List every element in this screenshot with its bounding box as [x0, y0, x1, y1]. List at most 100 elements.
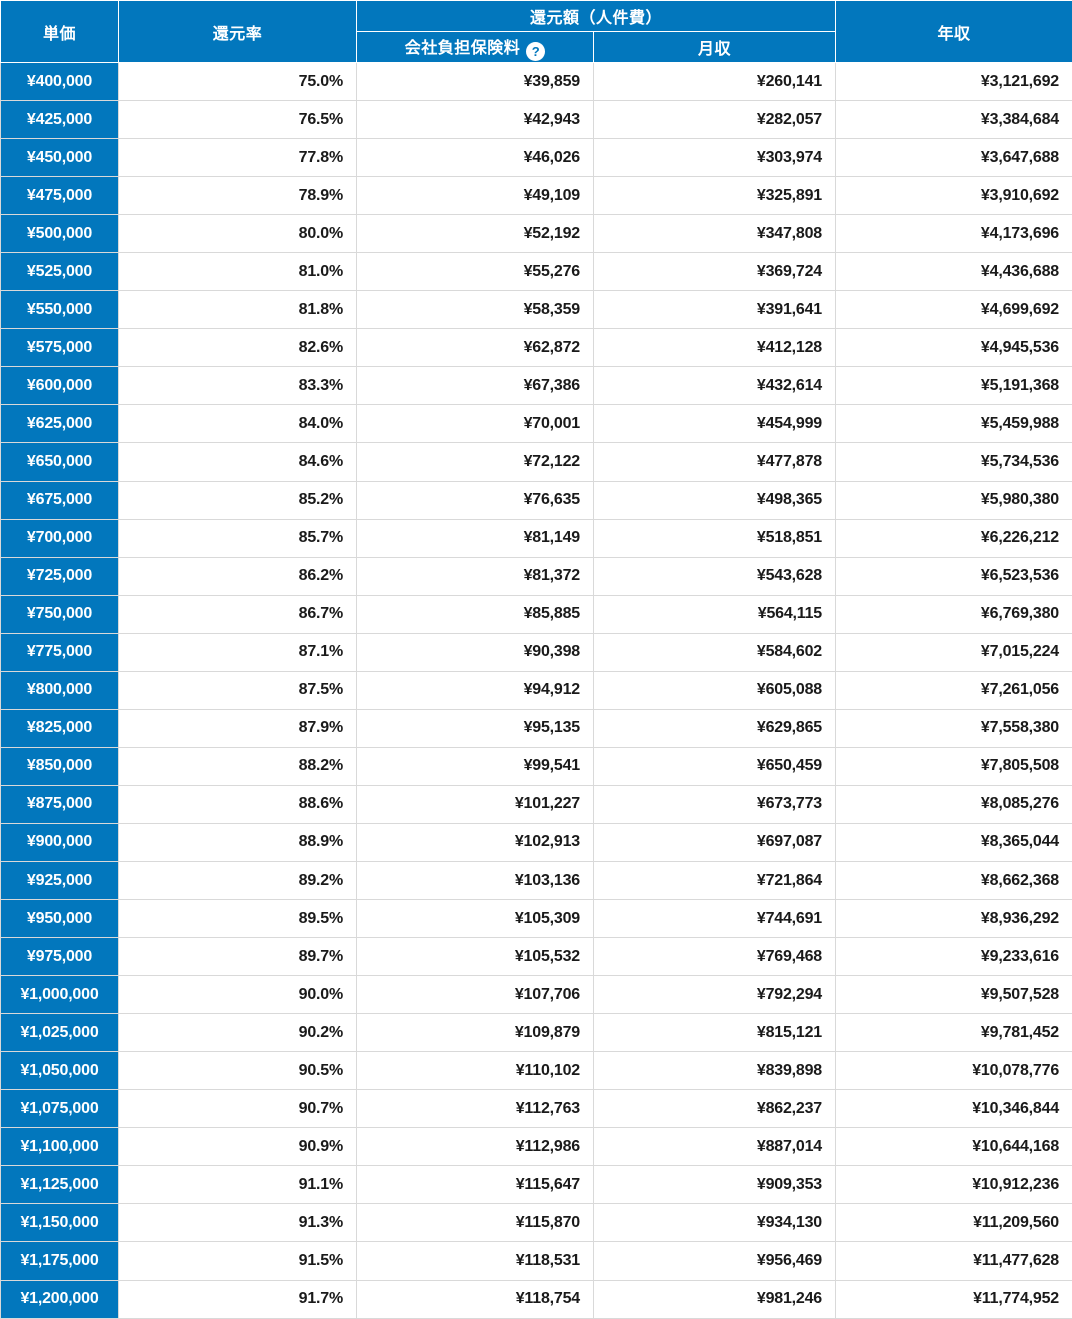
- return-rate-cell: 81.8%: [118, 290, 357, 330]
- return-rate-cell: 76.5%: [118, 100, 357, 140]
- unit-price-cell: ¥875,000: [0, 784, 119, 824]
- insurance-cell: ¥112,986: [356, 1127, 594, 1167]
- monthly-income-cell: ¥887,014: [592, 1127, 837, 1167]
- annual-income-cell: ¥8,662,368: [835, 860, 1072, 901]
- annual-income-cell: ¥3,910,692: [835, 176, 1072, 216]
- insurance-cell: ¥95,135: [356, 708, 594, 748]
- return-rate-cell: 75.0%: [118, 61, 357, 102]
- return-rate-cell: 77.8%: [118, 138, 357, 178]
- table-row: ¥525,000 81.0% ¥55,276 ¥369,724 ¥4,436,688: [0, 252, 1072, 292]
- insurance-cell: ¥94,912: [356, 670, 594, 710]
- annual-income-cell: ¥10,912,236: [835, 1165, 1072, 1205]
- header-annual-income: 年収: [835, 0, 1072, 63]
- return-rate-cell: 87.9%: [118, 708, 357, 748]
- unit-price-cell: ¥1,125,000: [0, 1165, 119, 1205]
- annual-income-cell: ¥4,699,692: [835, 290, 1072, 330]
- insurance-cell: ¥62,872: [356, 328, 594, 368]
- return-rate-cell: 89.7%: [118, 937, 357, 977]
- unit-price-cell: ¥850,000: [0, 746, 119, 786]
- table-row: ¥1,075,000 90.7% ¥112,763 ¥862,237 ¥10,346,8…: [0, 1089, 1072, 1129]
- insurance-cell: ¥49,109: [356, 176, 594, 216]
- return-rate-cell: 86.7%: [118, 594, 357, 634]
- table-row: ¥725,000 86.2% ¥81,372 ¥543,628 ¥6,523,536: [0, 556, 1072, 596]
- table-row: ¥775,000 87.1% ¥90,398 ¥584,602 ¥7,015,224: [0, 632, 1072, 672]
- unit-price-cell: ¥950,000: [0, 899, 119, 939]
- insurance-cell: ¥55,276: [356, 252, 594, 292]
- annual-income-cell: ¥5,980,380: [835, 480, 1072, 520]
- unit-price-cell: ¥1,100,000: [0, 1127, 119, 1167]
- insurance-cell: ¥76,635: [356, 480, 594, 520]
- return-rate-cell: 90.7%: [118, 1089, 357, 1129]
- header-company-insurance-label: 会社負担保険料: [404, 39, 521, 57]
- insurance-cell: ¥115,647: [356, 1165, 594, 1205]
- table-row: ¥575,000 82.6% ¥62,872 ¥412,128 ¥4,945,536: [0, 328, 1072, 368]
- unit-price-cell: ¥550,000: [0, 290, 119, 330]
- table-row: ¥475,000 78.9% ¥49,109 ¥325,891 ¥3,910,692: [0, 176, 1072, 216]
- insurance-cell: ¥112,763: [356, 1089, 594, 1129]
- unit-price-cell: ¥675,000: [0, 480, 119, 520]
- table-row: ¥1,150,000 91.3% ¥115,870 ¥934,130 ¥11,209,5…: [0, 1203, 1072, 1243]
- return-rate-cell: 80.0%: [118, 214, 357, 254]
- return-rate-cell: 87.5%: [118, 670, 357, 710]
- annual-income-cell: ¥3,121,692: [835, 61, 1072, 102]
- return-rate-cell: 91.1%: [118, 1165, 357, 1205]
- unit-price-cell: ¥1,000,000: [0, 975, 119, 1015]
- monthly-income-cell: ¥325,891: [592, 176, 837, 216]
- return-rate-cell: 84.6%: [118, 442, 357, 482]
- header-return-amount-group: 還元額（人件費）: [355, 0, 837, 32]
- monthly-income-cell: ¥629,865: [592, 708, 837, 748]
- annual-income-cell: ¥11,774,952: [835, 1279, 1072, 1319]
- header-return-rate: 還元率: [118, 0, 357, 63]
- table-row: ¥1,025,000 90.2% ¥109,879 ¥815,121 ¥9,781,45…: [0, 1013, 1072, 1053]
- table-row: ¥1,200,000 91.7% ¥118,754 ¥981,246 ¥11,774,9…: [0, 1279, 1072, 1319]
- insurance-cell: ¥67,386: [356, 366, 594, 406]
- unit-price-cell: ¥1,175,000: [0, 1241, 119, 1281]
- table-row: ¥975,000 89.7% ¥105,532 ¥769,468 ¥9,233,616: [0, 937, 1072, 977]
- monthly-income-cell: ¥769,468: [592, 937, 837, 977]
- table-row: ¥850,000 88.2% ¥99,541 ¥650,459 ¥7,805,508: [0, 746, 1072, 786]
- insurance-cell: ¥42,943: [356, 100, 594, 140]
- insurance-cell: ¥109,879: [356, 1013, 594, 1053]
- return-rate-cell: 78.9%: [118, 176, 357, 216]
- monthly-income-cell: ¥432,614: [592, 366, 837, 406]
- annual-income-cell: ¥10,346,844: [835, 1089, 1072, 1129]
- monthly-income-cell: ¥347,808: [592, 214, 837, 254]
- insurance-cell: ¥101,227: [356, 784, 594, 824]
- help-icon[interactable]: ?: [526, 41, 546, 61]
- table-row: ¥400,000 75.0% ¥39,859 ¥260,141 ¥3,121,692: [0, 61, 1072, 102]
- insurance-cell: ¥105,309: [356, 899, 594, 939]
- return-rate-cell: 88.9%: [118, 822, 357, 862]
- unit-price-cell: ¥1,050,000: [0, 1051, 119, 1091]
- annual-income-cell: ¥6,769,380: [835, 594, 1072, 634]
- table-row: ¥950,000 89.5% ¥105,309 ¥744,691 ¥8,936,292: [0, 899, 1072, 939]
- unit-price-cell: ¥425,000: [0, 100, 119, 140]
- unit-price-cell: ¥925,000: [0, 860, 119, 901]
- monthly-income-cell: ¥303,974: [592, 138, 837, 178]
- return-rate-cell: 91.7%: [118, 1279, 357, 1319]
- header-unit-price: 単価: [0, 0, 119, 63]
- annual-income-cell: ¥5,734,536: [835, 442, 1072, 482]
- table-row: ¥425,000 76.5% ¥42,943 ¥282,057 ¥3,384,684: [0, 100, 1072, 140]
- table-row: ¥650,000 84.6% ¥72,122 ¥477,878 ¥5,734,536: [0, 442, 1072, 482]
- monthly-income-cell: ¥934,130: [592, 1203, 837, 1243]
- monthly-income-cell: ¥981,246: [592, 1279, 837, 1319]
- unit-price-cell: ¥575,000: [0, 328, 119, 368]
- insurance-cell: ¥58,359: [356, 290, 594, 330]
- annual-income-cell: ¥5,191,368: [835, 366, 1072, 406]
- return-rate-cell: 90.0%: [118, 975, 357, 1015]
- insurance-cell: ¥110,102: [356, 1051, 594, 1091]
- unit-price-cell: ¥625,000: [0, 404, 119, 444]
- table-body: ¥400,000 75.0% ¥39,859 ¥260,141 ¥3,121,692 ¥4…: [0, 61, 1072, 1319]
- annual-income-cell: ¥9,507,528: [835, 975, 1072, 1015]
- annual-income-cell: ¥5,459,988: [835, 404, 1072, 444]
- monthly-income-cell: ¥260,141: [592, 61, 837, 102]
- annual-income-cell: ¥4,436,688: [835, 252, 1072, 292]
- insurance-cell: ¥118,754: [356, 1279, 594, 1319]
- insurance-cell: ¥72,122: [356, 442, 594, 482]
- insurance-cell: ¥70,001: [356, 404, 594, 444]
- monthly-income-cell: ¥412,128: [592, 328, 837, 368]
- unit-price-cell: ¥1,150,000: [0, 1203, 119, 1243]
- table-row: ¥1,050,000 90.5% ¥110,102 ¥839,898 ¥10,078,7…: [0, 1051, 1072, 1091]
- monthly-income-cell: ¥839,898: [592, 1051, 837, 1091]
- monthly-income-cell: ¥518,851: [592, 518, 837, 558]
